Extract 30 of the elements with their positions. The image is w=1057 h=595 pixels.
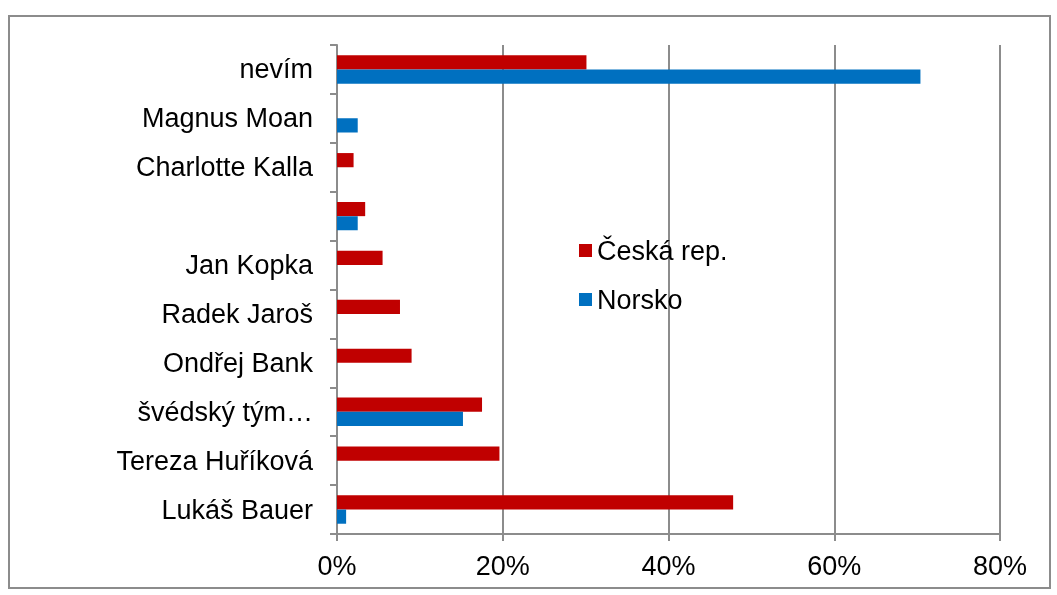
y-tick-label: Lukáš Bauer [161,494,313,525]
bar [337,216,358,231]
bar [337,348,412,363]
y-tick-label: švédský tým… [137,396,313,427]
y-tick-label: Charlotte Kalla [135,152,314,183]
bar [337,55,587,70]
x-tick-label: 60% [807,550,862,581]
y-tick-label: Tereza Huříková [116,445,314,476]
bar [337,69,921,84]
bar [337,250,383,266]
y-tick-label: Radek Jaroš [161,298,313,329]
x-tick-label: 40% [641,550,696,581]
y-tick-label: nevím [239,54,313,85]
x-tick-label: 20% [475,550,530,581]
bar [337,153,354,168]
bar [337,201,366,217]
legend-label: Norsko [597,284,683,315]
bar [337,495,734,510]
bar [337,118,358,133]
y-tick-label: Magnus Moan [141,103,313,134]
x-tick-label: 0% [317,550,357,581]
y-tick-label: Ondřej Bank [162,347,314,378]
bar [337,397,483,412]
x-tick-label: 80% [972,550,1028,581]
bar [337,299,400,314]
bar [337,446,500,461]
bar [337,509,347,524]
bar [337,411,463,426]
legend-label: Česká rep. [597,234,728,266]
y-tick-label: Jan Kopka [185,250,314,281]
